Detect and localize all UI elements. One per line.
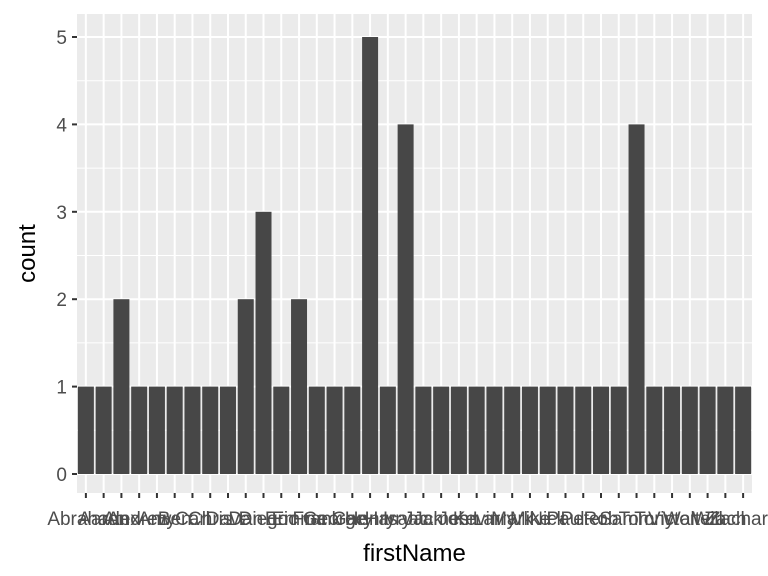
- x-tick-label: Tony: [634, 509, 675, 530]
- bar-abraham: [77, 386, 94, 474]
- x-tick-label: George: [303, 509, 366, 530]
- bar-victor: [664, 386, 681, 474]
- bar-jack: [415, 386, 432, 474]
- x-axis: AbrahamAaronAlexAndrewAmyBenCarlChrisDav…: [47, 493, 768, 530]
- bar-dave: [219, 386, 236, 474]
- bar-harry: [379, 386, 396, 474]
- y-axis: 0 1 2 3 4 5: [56, 28, 77, 486]
- x-tick-label: Alex: [103, 509, 140, 530]
- bar-mike: [521, 386, 538, 474]
- bar-dan: [237, 299, 254, 474]
- x-tick-label: Larry: [473, 509, 517, 530]
- bar-carl: [184, 386, 201, 474]
- bar-sam: [610, 386, 627, 474]
- x-tick-label: Jack: [404, 509, 444, 530]
- x-tick-label: Zach: [704, 509, 746, 530]
- x-tick-label: Sam: [599, 509, 638, 530]
- x-tick-label: John: [438, 509, 479, 530]
- bar-james: [433, 386, 450, 474]
- y-tick-label: 5: [56, 28, 67, 49]
- x-tick-label: Kevin: [453, 509, 501, 530]
- bar-gary: [344, 386, 361, 474]
- bar-john: [450, 386, 467, 474]
- x-tick-label: Dan: [228, 509, 263, 530]
- y-tick-label: 3: [56, 203, 67, 224]
- x-tick-label: Dave: [206, 509, 250, 530]
- x-tick-label: Eric: [265, 509, 298, 530]
- bar-henry: [362, 37, 379, 474]
- x-tick-label: Aaron: [78, 509, 129, 530]
- y-tick-label: 4: [56, 115, 67, 136]
- bar-rob: [593, 386, 610, 474]
- x-tick-label: Mark: [491, 509, 534, 530]
- x-tick-label: Frank: [293, 509, 342, 530]
- x-tick-label: Zachary: [709, 509, 768, 530]
- bar-isaac: [397, 124, 414, 475]
- x-tick-label: Rob: [584, 509, 619, 530]
- bars: [77, 37, 752, 475]
- bar-george: [326, 386, 343, 474]
- bar-mark: [504, 386, 521, 474]
- bar-larry: [486, 386, 503, 474]
- bar-eric: [273, 386, 290, 474]
- bar-chris: [202, 386, 219, 474]
- x-tick-label: Will: [692, 509, 723, 530]
- x-tick-label: Carl: [175, 509, 210, 530]
- x-tick-label: Peter: [561, 509, 607, 530]
- bar-zach: [717, 386, 734, 474]
- x-tick-label: Andrew: [107, 509, 172, 530]
- x-tick-label: James: [413, 509, 469, 530]
- x-tick-label: Isaac: [383, 509, 428, 530]
- bar-andrew: [131, 386, 148, 474]
- x-tick-label: Paul: [546, 509, 584, 530]
- bar-walter: [681, 386, 698, 474]
- bar-ben: [166, 386, 183, 474]
- y-tick-label: 2: [56, 290, 67, 311]
- x-tick-label: Victor: [648, 509, 697, 530]
- x-tick-label: Amy: [138, 509, 177, 530]
- x-tick-label: Walter: [663, 509, 718, 530]
- y-axis-title: count: [14, 224, 41, 283]
- bar-zachary: [735, 386, 752, 474]
- x-axis-title: firstName: [363, 540, 466, 567]
- x-tick-label: Ben: [158, 509, 192, 530]
- bar-emma: [291, 299, 308, 474]
- x-tick-label: Abraham: [47, 509, 124, 530]
- x-tick-label: Mike: [510, 509, 550, 530]
- y-tick-label: 1: [56, 378, 67, 399]
- bar-paul: [557, 386, 574, 474]
- bar-amy: [148, 386, 165, 474]
- bar-diego: [255, 211, 272, 475]
- bar-tom: [628, 124, 645, 475]
- x-tick-label: Tom: [619, 509, 655, 530]
- x-tick-label: Chris: [188, 509, 232, 530]
- bar-frank: [308, 386, 325, 474]
- y-tick-label: 0: [56, 465, 67, 486]
- x-tick-label: Diego: [239, 509, 289, 530]
- bar-peter: [575, 386, 592, 474]
- bar-tony: [646, 386, 663, 474]
- x-tick-label: Gary: [332, 509, 374, 530]
- x-tick-label: Henry: [345, 509, 396, 530]
- bar-nick: [539, 386, 556, 474]
- bar-alex: [113, 299, 130, 474]
- bar-kevin: [468, 386, 485, 474]
- x-tick-label: Emma: [272, 509, 327, 530]
- x-tick-label: Harry: [365, 509, 412, 530]
- bar-aaron: [95, 386, 112, 474]
- bar-will: [699, 386, 716, 474]
- x-tick-label: Nick: [529, 509, 566, 530]
